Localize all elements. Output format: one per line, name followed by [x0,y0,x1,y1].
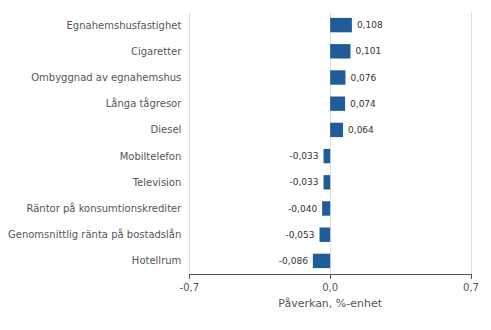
svg-text:Television: Television [132,177,182,188]
svg-text:Mobiltelefon: Mobiltelefon [120,151,182,162]
svg-text:Cigaretter: Cigaretter [131,46,182,57]
svg-text:Påverkan, %-enhet: Påverkan, %-enhet [278,297,382,310]
svg-text:-0,040: -0,040 [288,204,317,214]
svg-text:0,076: 0,076 [350,73,376,83]
svg-text:0,108: 0,108 [357,20,383,30]
svg-text:-0,033: -0,033 [290,177,319,187]
svg-text:Ombyggnad av egnahemshus: Ombyggnad av egnahemshus [31,72,181,83]
svg-text:-0,053: -0,053 [285,230,314,240]
svg-text:Långa tågresor: Långa tågresor [106,97,182,109]
svg-text:0,101: 0,101 [355,46,381,56]
svg-text:0,7: 0,7 [463,282,479,293]
svg-text:Hotellrum: Hotellrum [132,255,181,266]
svg-text:-0,033: -0,033 [290,151,319,161]
svg-text:Egnahemshusfastighet: Egnahemshusfastighet [67,20,182,31]
svg-text:-0,7: -0,7 [180,282,200,293]
svg-text:0,064: 0,064 [348,125,374,135]
svg-text:0,0: 0,0 [322,282,338,293]
svg-text:Räntor på konsumtionskrediter: Räntor på konsumtionskrediter [26,202,182,214]
svg-text:Diesel: Diesel [151,124,182,135]
svg-text:0,074: 0,074 [350,99,376,109]
svg-text:-0,086: -0,086 [279,256,308,266]
svg-text:Genomsnittlig ränta på bostads: Genomsnittlig ränta på bostadslån [8,228,181,240]
